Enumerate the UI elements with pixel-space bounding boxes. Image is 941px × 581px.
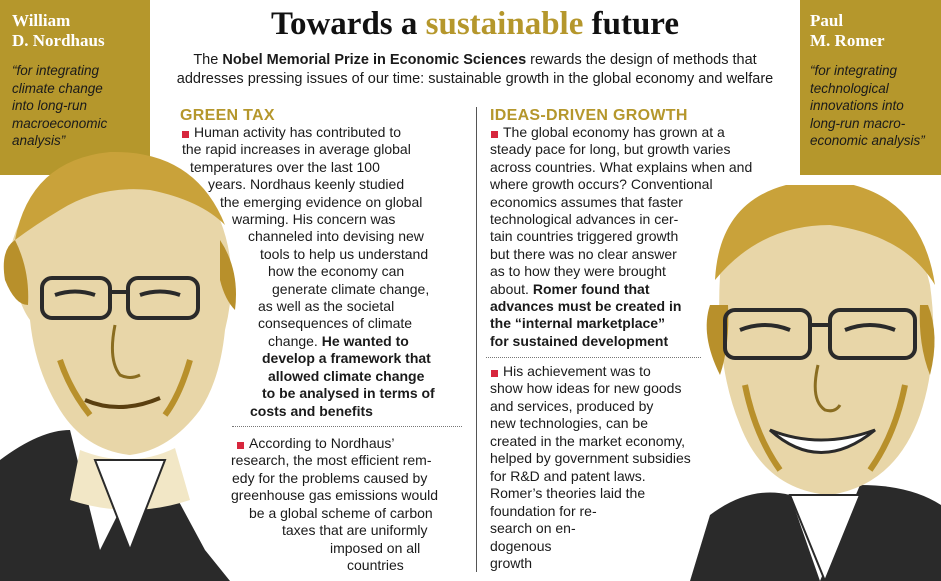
section-separator	[232, 426, 462, 427]
page-subtitle: The Nobel Memorial Prize in Economic Sci…	[176, 52, 774, 87]
bullet-square-icon	[491, 131, 498, 138]
bullet-square-icon	[182, 131, 189, 138]
section-separator	[486, 357, 701, 358]
column-divider	[476, 107, 477, 572]
title-highlight: sustainable	[425, 6, 584, 42]
portrait-illustration-nordhaus-icon	[0, 151, 236, 581]
green-tax-heading: GREEN TAX	[180, 107, 275, 124]
romer-info-panel: Paul M. Romer “for integrating technolog…	[800, 0, 941, 175]
nordhaus-name: William D. Nordhaus	[12, 11, 105, 50]
romer-citation: “for integrating technological innovatio…	[810, 63, 925, 148]
bullet-square-icon	[491, 370, 498, 377]
portrait-illustration-romer-icon	[690, 185, 941, 581]
bullet-square-icon	[237, 442, 244, 449]
page-title: Towards a sustainable future	[270, 6, 679, 42]
nordhaus-citation: “for integrating climate change into lon…	[12, 63, 108, 148]
nordhaus-info-panel: William D. Nordhaus “for integrating cli…	[0, 0, 150, 175]
ideas-driven-growth-heading: IDEAS-DRIVEN GROWTH	[490, 107, 688, 124]
romer-name: Paul M. Romer	[810, 11, 885, 50]
